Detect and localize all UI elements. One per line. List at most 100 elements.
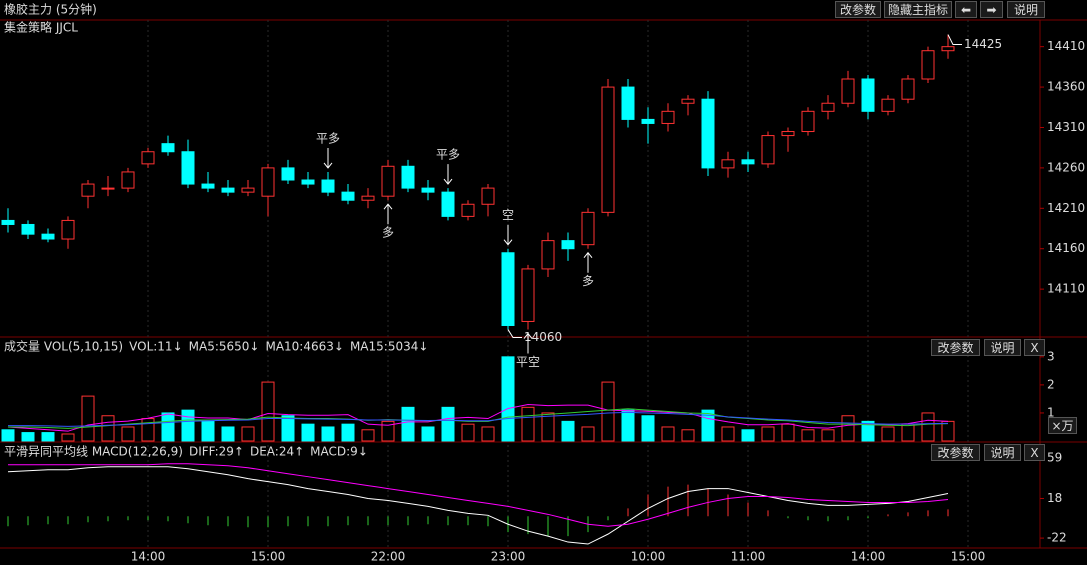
candle-body bbox=[641, 118, 655, 124]
readout: DEA:24↑ bbox=[250, 445, 304, 459]
volume-bar bbox=[281, 415, 295, 442]
extreme-label: 14425 bbox=[964, 37, 1002, 51]
signal-arrow bbox=[503, 224, 513, 246]
candle-body bbox=[321, 179, 335, 193]
volume-bar bbox=[341, 423, 355, 442]
volume-bar bbox=[881, 426, 895, 442]
volume-bar bbox=[921, 412, 935, 442]
button[interactable]: 说明 bbox=[984, 339, 1021, 356]
candle-body bbox=[781, 131, 795, 137]
volume-bar bbox=[721, 426, 735, 442]
ma-line bbox=[8, 408, 949, 429]
signal-label: 多 bbox=[582, 274, 594, 288]
x-tick-label: 14:00 bbox=[851, 550, 886, 564]
signal-label: 平多 bbox=[436, 148, 460, 162]
button[interactable]: ⬅ bbox=[955, 1, 977, 18]
volume-bar bbox=[21, 432, 35, 442]
volume-bar bbox=[141, 418, 155, 442]
button[interactable]: ➡ bbox=[980, 1, 1003, 18]
volume-bar bbox=[181, 409, 195, 442]
panel-title: 成交量 VOL(5,10,15) bbox=[4, 339, 123, 354]
candle-body bbox=[401, 165, 415, 189]
volume-bar bbox=[81, 395, 95, 442]
candle-body bbox=[821, 102, 835, 112]
candle-body bbox=[61, 219, 75, 240]
button[interactable]: 说明 bbox=[1007, 1, 1045, 18]
y-tick-label: 1 bbox=[1047, 405, 1055, 419]
candle-body bbox=[901, 78, 915, 100]
candle-body bbox=[241, 187, 255, 193]
candle-body bbox=[681, 98, 695, 104]
candle-body bbox=[541, 240, 555, 270]
volume-bar bbox=[481, 426, 495, 442]
volume-bar bbox=[441, 406, 455, 442]
signal-label: 平空 bbox=[516, 355, 540, 369]
volume-bar bbox=[501, 356, 515, 442]
volume-bar bbox=[121, 426, 135, 442]
volume-bar bbox=[101, 415, 115, 442]
readout: MACD:9↓ bbox=[310, 445, 368, 459]
candle-body bbox=[761, 135, 775, 165]
readout: DIFF:29↑ bbox=[189, 445, 244, 459]
button[interactable]: 改参数 bbox=[931, 339, 980, 356]
candle-body bbox=[341, 191, 355, 201]
volume-bar bbox=[941, 420, 955, 442]
volume-bar bbox=[161, 412, 175, 442]
button[interactable]: X bbox=[1024, 444, 1045, 461]
y-tick-label: 59 bbox=[1047, 450, 1062, 464]
ma-line bbox=[8, 411, 949, 427]
y-tick-label: 14160 bbox=[1047, 241, 1085, 255]
candle-body bbox=[101, 187, 115, 190]
signal-arrow bbox=[383, 203, 393, 225]
x-tick-label: 22:00 bbox=[371, 550, 406, 564]
y-tick-label: 18 bbox=[1047, 491, 1062, 505]
title: 橡胶主力 (5分钟) bbox=[4, 2, 97, 17]
volume-bar bbox=[601, 381, 615, 442]
candle-body bbox=[441, 191, 455, 217]
button[interactable]: 改参数 bbox=[835, 1, 881, 18]
candle-body bbox=[801, 110, 815, 133]
candle-body bbox=[601, 86, 615, 213]
y-tick-label: 3 bbox=[1047, 349, 1055, 363]
button[interactable]: X bbox=[1024, 339, 1045, 356]
candle-body bbox=[221, 187, 235, 193]
candle-body bbox=[161, 143, 175, 153]
volume-bar bbox=[41, 432, 55, 442]
candle-body bbox=[281, 167, 295, 181]
x-tick-label: 11:00 bbox=[731, 550, 766, 564]
candle-body bbox=[881, 98, 895, 112]
extreme-pointer bbox=[507, 329, 522, 339]
volume-bar bbox=[541, 412, 555, 442]
candle-body bbox=[921, 50, 935, 80]
volume-bar bbox=[461, 423, 475, 442]
volume-bar bbox=[381, 420, 395, 442]
signal-arrow bbox=[523, 332, 533, 354]
button[interactable]: 隐藏主指标 bbox=[884, 1, 952, 18]
signal-label: 空 bbox=[502, 208, 514, 222]
candle-body bbox=[1, 219, 15, 225]
candle-body bbox=[461, 203, 475, 217]
volume-bar bbox=[421, 426, 435, 442]
candle-body bbox=[741, 159, 755, 165]
candle-body bbox=[261, 167, 275, 197]
volume-bar bbox=[681, 429, 695, 442]
volume-bar bbox=[821, 429, 835, 442]
button[interactable]: 说明 bbox=[984, 444, 1021, 461]
candle-body bbox=[41, 233, 55, 240]
signal-arrow bbox=[323, 147, 333, 169]
volume-bar bbox=[781, 423, 795, 442]
y-tick-label: 2 bbox=[1047, 377, 1055, 391]
candle-body bbox=[661, 110, 675, 124]
readout: MA10:4663↓ bbox=[265, 340, 343, 354]
button[interactable]: ×万 bbox=[1048, 417, 1077, 434]
volume-bar bbox=[761, 426, 775, 442]
extreme-pointer bbox=[947, 34, 962, 46]
x-tick-label: 14:00 bbox=[131, 550, 166, 564]
candle-body bbox=[721, 159, 735, 169]
button[interactable]: 改参数 bbox=[931, 444, 980, 461]
panel-title: 平滑异同平均线 MACD(12,26,9) bbox=[4, 445, 183, 459]
signal-label: 多 bbox=[382, 226, 394, 240]
